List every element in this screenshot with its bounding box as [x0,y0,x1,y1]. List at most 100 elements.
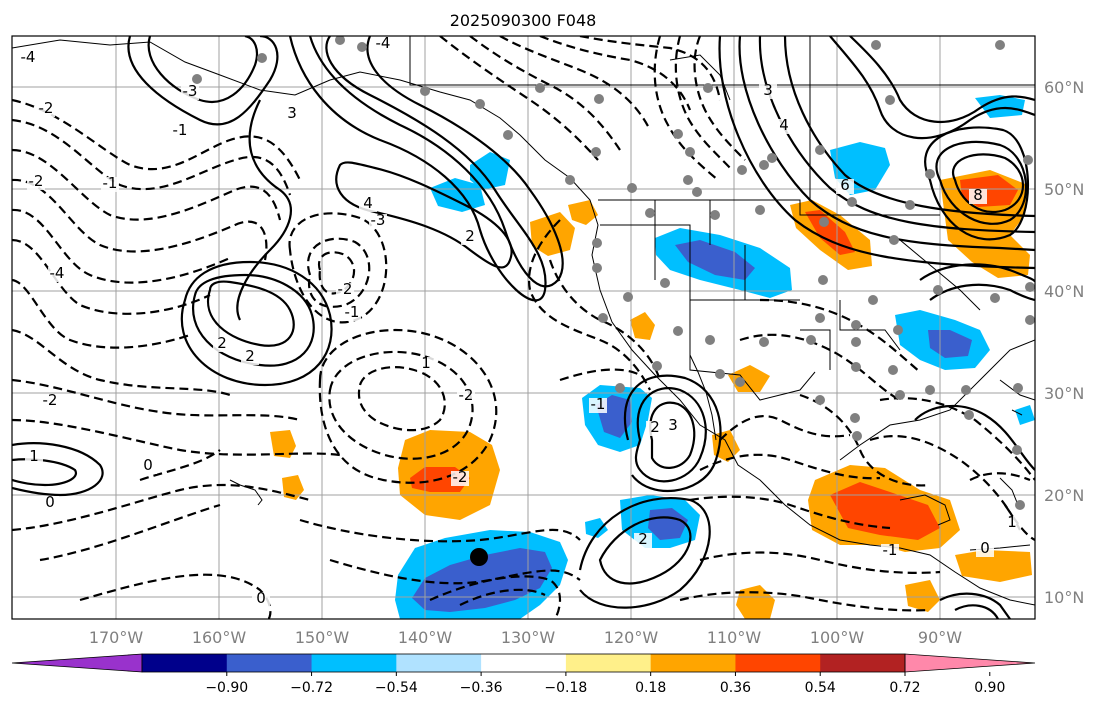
contour-label-bg [664,419,682,434]
colorbar-extend-min [11,653,143,673]
colorbar-segment [565,654,652,672]
positive-anomaly-area [955,550,1032,582]
contour-label: 2 [217,334,227,352]
contour-label-bg [213,337,231,352]
contour-label-bg [374,37,392,52]
colorbar-segment [735,654,821,672]
lon-label: 100°W [810,628,865,647]
colorbar-tick-label: 0.90 [974,680,1005,696]
contour-label: -3 [183,82,198,100]
longitude-labels: 170°W 160°W 150°W 140°W 130°W 120°W 110°… [89,628,962,647]
contour-label-bg [27,175,45,190]
contour-label: -1 [345,303,360,321]
contour-label-bg [881,544,899,559]
lat-label: 10°N [1044,588,1084,607]
lon-label: 90°W [918,628,962,647]
lon-label: 150°W [295,628,350,647]
station-markers [192,36,1035,510]
colorbar-tick-label: 0.36 [720,680,751,696]
colorbar-segment [650,654,736,672]
colorbar-tick-label: 0.54 [805,680,836,696]
contour-label: 1 [421,354,431,372]
contour-label: 0 [143,456,153,474]
contour-label: -2 [338,280,353,298]
positive-anomaly-area [630,312,655,340]
contour-label: 1 [29,447,39,465]
contour-label: 2 [638,530,648,548]
contour-label: -1 [591,395,606,413]
contour-label: 2 [245,347,255,365]
contour-label-bg [283,107,301,122]
contour-label: -4 [50,264,65,282]
contour-label-bg [336,283,354,298]
contour-label-bg [759,84,777,99]
contour-label-bg [634,533,652,548]
positive-anomaly-area [905,580,940,612]
lat-label: 40°N [1044,282,1084,301]
contour-label: 3 [287,104,297,122]
contour-label: -2 [29,172,44,190]
map-panel: -4-4-2-2-1-1-3-4-34322-223468-1-2-210-20… [12,34,1035,619]
contour-label-bg [252,592,270,607]
contour-label-bg [461,230,479,245]
contour-label: 1 [1007,513,1017,531]
contour-label-bg [241,350,259,365]
contour-label: 3 [763,81,773,99]
storm-position-marker [470,548,488,566]
contour-label: -2 [459,386,474,404]
contour-label: 6 [840,176,850,194]
contour-label-bg [976,542,994,557]
contour-label-bg [41,394,59,409]
lat-label: 60°N [1044,78,1084,97]
contour-labels: -4-4-2-2-1-1-3-4-34322-223468-1-2-210-20… [19,34,1021,607]
contour-label-bg [171,124,189,139]
contour-label-bg [369,214,387,229]
colorbar-tick-label: 0.18 [635,680,666,696]
lat-label: 30°N [1044,384,1084,403]
lon-label: 160°W [192,628,247,647]
contour-label: 4 [779,116,789,134]
contour-label: -4 [376,34,391,52]
colorbar-segment [481,654,567,672]
lat-label: 50°N [1044,180,1084,199]
contour-label: -1 [173,121,188,139]
latitude-labels: 60°N 50°N 40°N 30°N 20°N 10°N [1044,78,1084,607]
colorbar-tick-label: 0.72 [889,680,920,696]
coastlines [12,36,1035,606]
contour-label: -2 [39,99,54,117]
lon-label: 110°W [707,628,762,647]
colorbar-segment [820,654,906,672]
contour-label-bg [451,471,469,486]
contour-label-bg [1003,516,1021,531]
colorbar-tick-label: −0.72 [290,680,333,696]
contour-label-bg [19,51,37,66]
positive-anomaly-core [805,210,855,255]
colorbar-tick-label: −0.18 [544,680,587,696]
lon-label: 170°W [89,628,144,647]
contours [12,36,1035,619]
contour-label-bg [181,85,199,100]
colorbar-segment [311,654,397,672]
colorbar-frame [141,653,906,673]
contour-label: -3 [371,211,386,229]
colorbar-segment [226,654,313,672]
colorbar-segment [142,654,228,672]
contour-label-bg [37,102,55,117]
lon-label: 140°W [398,628,453,647]
negative-anomaly-core [675,240,755,280]
negative-anomaly-core [412,548,552,612]
colorbar-segment [396,654,482,672]
lat-label: 20°N [1044,486,1084,505]
contour-label: 2 [465,227,475,245]
contour-label: 0 [980,539,990,557]
lon-label: 130°W [501,628,556,647]
contour-label-bg [25,450,43,465]
negative-anomaly-area [1015,405,1035,425]
negative-anomaly-area [430,178,485,212]
contour-label-bg [969,189,987,204]
contour-label: -4 [21,48,36,66]
negative-anomaly-area [585,518,608,538]
colorbar-tick-label: −0.54 [375,680,418,696]
contour-label: -2 [43,391,58,409]
